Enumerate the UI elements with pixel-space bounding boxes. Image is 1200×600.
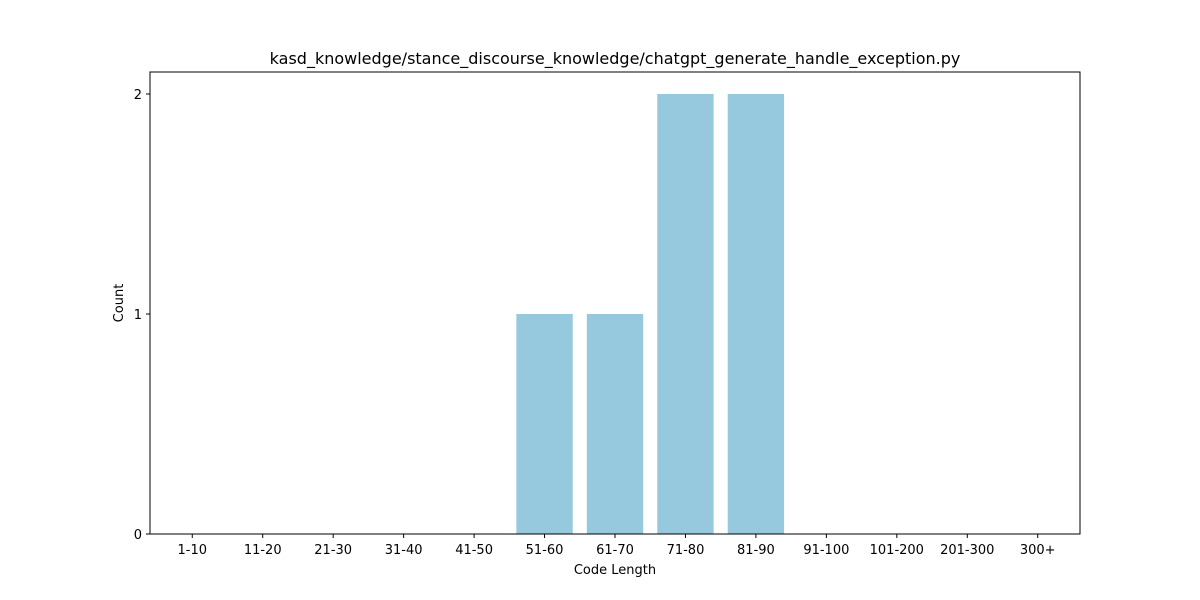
x-tick-label: 21-30 <box>314 543 352 558</box>
x-tick-label: 31-40 <box>385 543 423 558</box>
y-tick-label: 0 <box>134 528 142 543</box>
x-tick-label: 101-200 <box>870 543 924 558</box>
y-tick-label: 2 <box>134 88 142 103</box>
bar-81-90 <box>727 94 785 534</box>
x-tick-label: 41-50 <box>455 543 493 558</box>
y-axis-label: Count <box>112 284 127 323</box>
y-tick-label: 1 <box>134 308 142 323</box>
x-tick-label: 71-80 <box>667 543 705 558</box>
bar-61-70 <box>586 314 644 534</box>
x-tick-label: 201-300 <box>940 543 994 558</box>
bar-51-60 <box>516 314 573 534</box>
x-tick-label: 91-100 <box>803 543 849 558</box>
plot-frame <box>149 71 1081 535</box>
x-axis-ticks: 1-10 11-20 21-30 31-40 41-50 51-60 61-70 71-80 8… <box>178 534 1056 558</box>
x-axis-label: Code Length <box>574 563 656 578</box>
bars-group <box>516 94 785 534</box>
x-tick-label: 11-20 <box>244 543 282 558</box>
chart-title: kasd_knowledge/stance_discourse_knowledg… <box>270 49 961 69</box>
x-tick-label: 1-10 <box>178 543 208 558</box>
x-tick-label: 300+ <box>1020 543 1056 558</box>
x-tick-label: 51-60 <box>526 543 564 558</box>
y-axis-ticks: 0 1 2 <box>134 88 150 543</box>
x-tick-label: 61-70 <box>596 543 634 558</box>
x-tick-label: 81-90 <box>737 543 775 558</box>
bar-71-80 <box>657 94 714 534</box>
